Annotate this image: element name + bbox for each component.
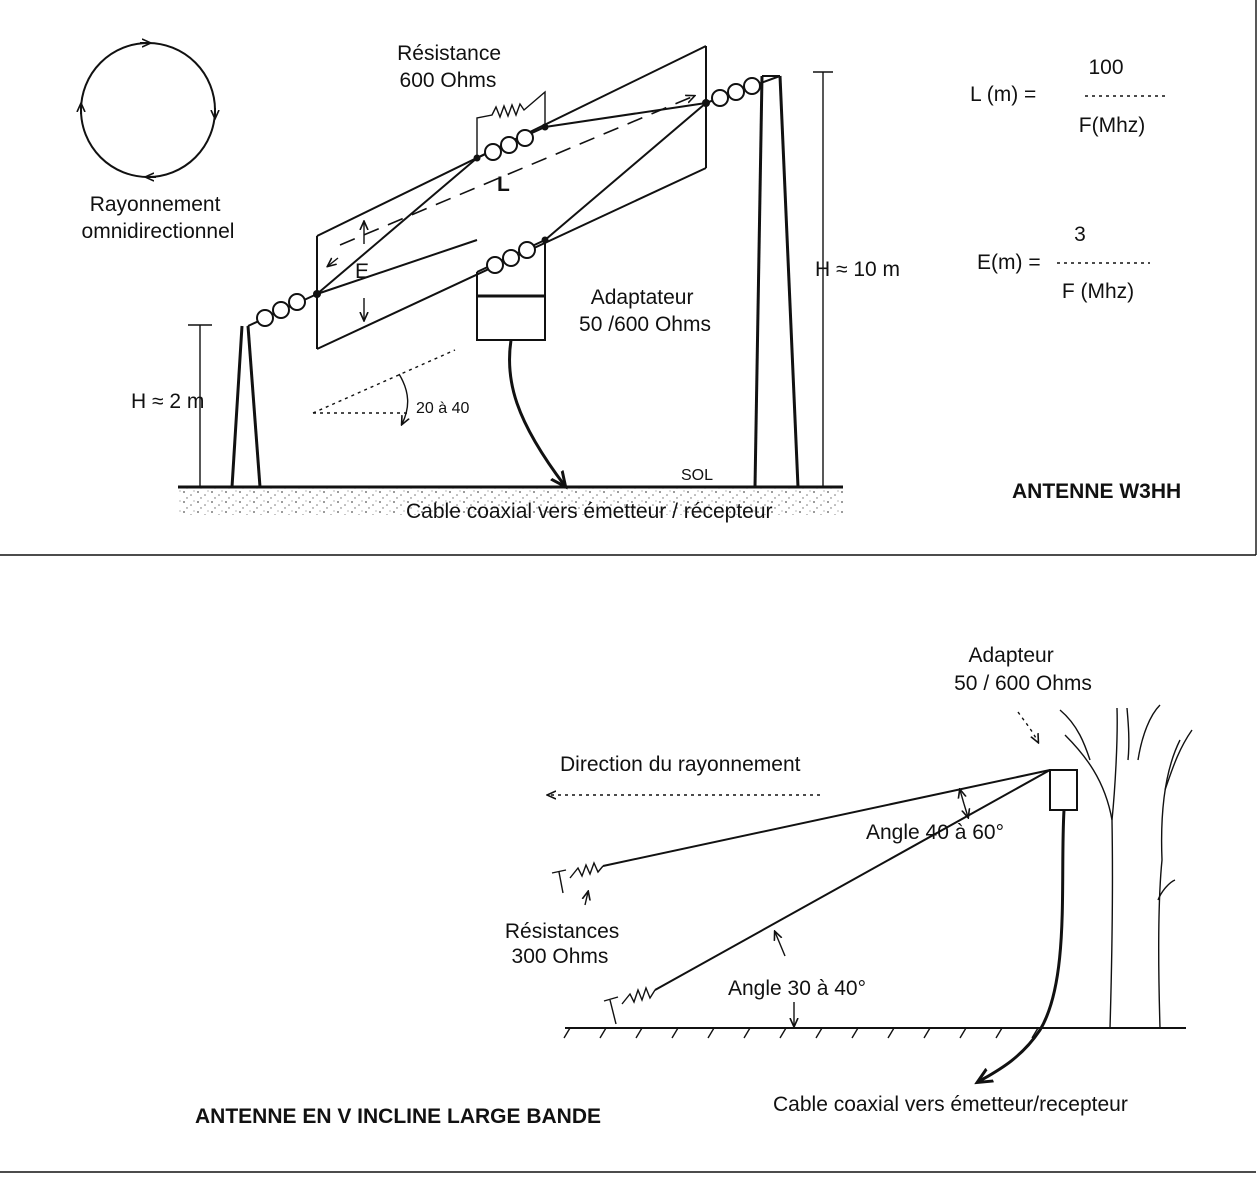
short-mast	[230, 325, 262, 488]
title-w3hh: ANTENNE W3HH	[1012, 480, 1181, 503]
h-tall-dimension	[813, 71, 833, 487]
tree-icon	[1059, 704, 1193, 1029]
elevation-angle	[312, 349, 456, 424]
svg-text:Adaptateur 50 /600 Ohms: Adaptateur 50 /600 Ohms	[579, 286, 711, 336]
svg-text:Rayonnement omnidirectio: Rayonnement omnidirectionnel	[82, 193, 235, 243]
lower-wire	[654, 769, 1051, 991]
l-dimension-line	[339, 96, 694, 246]
adapteur-label-line1: Adapteur	[968, 644, 1053, 667]
ground-soil	[178, 487, 843, 515]
upper-wire	[602, 769, 1051, 867]
e-dimension-arrows	[328, 222, 364, 320]
formula-l-lhs: L (m) =	[970, 83, 1036, 106]
adapter-box-bottom	[1049, 769, 1078, 811]
adapter-insulator-icon	[476, 236, 549, 274]
angle-label-top: 20 à 40	[416, 400, 469, 417]
angle-upper-label: Angle 40 à 60°	[866, 821, 1004, 844]
resistance-pointer	[585, 892, 588, 906]
title-v-antenna: ANTENNE EN V INCLINE LARGE BANDE	[195, 1105, 601, 1128]
adapteur-label-line2: 50 / 600 Ohms	[954, 672, 1092, 695]
formula-l: L (m) = 100 F(Mhz)	[970, 56, 1165, 137]
coax-cable-top	[507, 339, 565, 486]
adapter-pointer	[1017, 711, 1038, 742]
resistor-lower-icon	[603, 985, 656, 1025]
formula-e-numerator: 3	[1074, 223, 1086, 246]
w3hh-antenna: Rayonnement omnidirectionnel SOL H ≈ 2 m…	[81, 42, 1181, 523]
cable-label-top: Cable coaxial vers émetteur / récepteur	[406, 500, 773, 523]
tall-mast	[753, 75, 800, 488]
svg-text:Résistance 600 Ohms: Résistance 600 Ohms	[397, 42, 507, 92]
insulator-left-icon	[247, 293, 318, 327]
resistances-label-line2: 300 Ohms	[512, 945, 609, 968]
adaptateur-label-line2: 50 /600 Ohms	[579, 313, 711, 336]
angle-lower-label: Angle 30 à 40°	[728, 977, 866, 1000]
svg-text:Résistances 300 Ohms: Résistances 300 Ohms	[505, 920, 625, 968]
adaptateur-label-line1: Adaptateur	[591, 286, 694, 309]
resistances-label-line1: Résistances	[505, 920, 619, 943]
svg-text:Adapteur 50 / 600 Ohms: Adapteur 50 / 600 Ohms	[954, 644, 1092, 695]
formula-e-lhs: E(m) =	[977, 251, 1041, 274]
formula-e: E(m) = 3 F (Mhz)	[977, 223, 1150, 303]
h-tall-label: H ≈ 10 m	[815, 258, 900, 281]
insulator-right-icon	[705, 75, 781, 107]
formula-e-denominator: F (Mhz)	[1062, 280, 1134, 303]
l-label: L	[497, 173, 510, 196]
formula-l-denominator: F(Mhz)	[1079, 114, 1146, 137]
v-antenna: Adapteur 50 / 600 Ohms Résistances 300 O…	[195, 644, 1193, 1128]
angle-lower-pointer	[775, 932, 786, 957]
resistor-icon	[476, 90, 546, 158]
resistor-upper-icon	[551, 861, 604, 894]
ground-hatch	[563, 1027, 1039, 1039]
rayonnement-label-line2: omnidirectionnel	[82, 220, 235, 243]
coax-cable-bottom	[978, 809, 1066, 1082]
top-insulator-icon	[473, 123, 549, 162]
e-label: E	[355, 260, 369, 283]
resistance-label-line1: Résistance	[397, 42, 501, 65]
omnidirectional-circle-icon	[81, 43, 215, 177]
h-small-label: H ≈ 2 m	[131, 390, 204, 413]
direction-label: Direction du rayonnement	[560, 753, 801, 776]
cable-label-bottom: Cable coaxial vers émetteur/recepteur	[773, 1093, 1128, 1116]
sol-label: SOL	[681, 467, 713, 484]
resistance-label-line2: 600 Ohms	[400, 69, 497, 92]
angle-upper-marker	[960, 790, 968, 817]
rayonnement-label-line1: Rayonnement	[90, 193, 221, 216]
formula-l-numerator: 100	[1088, 56, 1123, 79]
h-small-dimension	[188, 324, 212, 487]
